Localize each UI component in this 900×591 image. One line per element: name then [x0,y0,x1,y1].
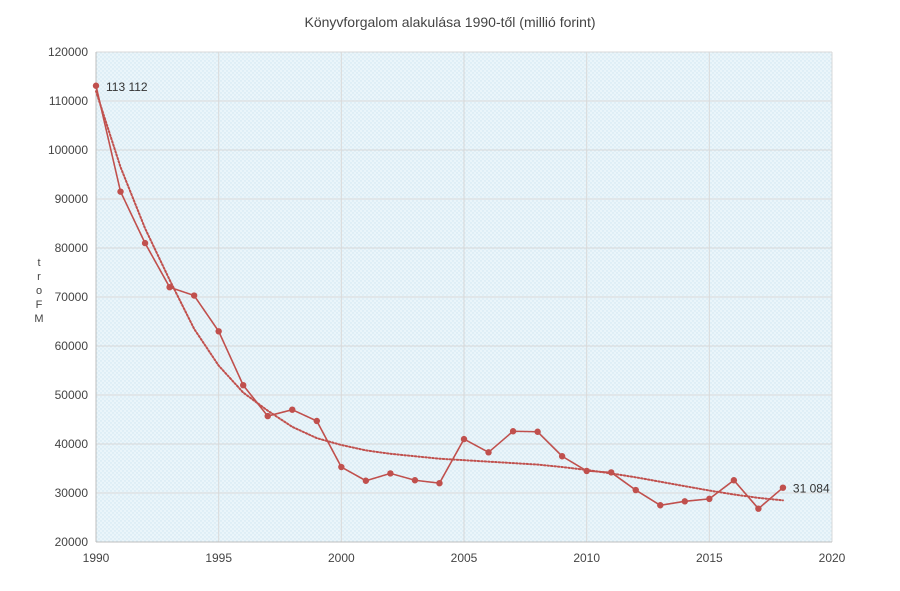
data-point [706,495,713,503]
series [92,82,787,512]
x-tick-label: 2000 [328,551,355,565]
data-point [509,428,517,435]
y-tick-label: 70000 [55,290,89,304]
y-tick-label: 50000 [55,388,89,402]
data-point [485,449,492,456]
y-tick-label: 30000 [55,486,89,500]
x-tick-label: 1990 [83,551,110,565]
y-tick-label: 40000 [55,437,89,451]
trendline-path [95,90,784,502]
y-axis-label-letter: t [37,257,40,269]
data-point [240,382,247,389]
grid [96,51,833,542]
data-point [92,82,100,89]
data-point [289,406,296,413]
y-axis-label-letter: r [37,271,41,283]
x-tick-label: 2010 [573,551,600,565]
data-point [166,284,173,291]
data-labels: 113 112 31 084 [106,80,830,496]
data-point [681,498,688,505]
y-tick-label: 20000 [55,535,89,549]
data-point [117,188,124,195]
y-tick-label: 60000 [55,339,89,353]
data-point [534,428,541,435]
data-point [657,502,664,509]
data-point [313,417,320,425]
y-axis-label-letter: o [36,285,42,297]
data-point [632,486,639,494]
y-tick-label: 80000 [55,241,89,255]
data-point [583,467,590,475]
y-tick-label: 100000 [48,143,88,157]
data-label: 113 112 [106,80,148,94]
data-point [215,328,222,335]
data-point [755,505,762,512]
axes: 20000 30000 40000 50000 60000 70000 80000 90000… [48,45,846,565]
data-point [362,477,370,484]
y-axis-label-letter: M [34,313,43,325]
data-point [730,477,738,484]
x-tick-label: 1995 [205,551,232,565]
data-point [141,239,149,247]
trendline [95,90,784,502]
data-point [264,412,271,420]
data-point [190,292,198,299]
y-tick-label: 120000 [48,45,88,59]
data-point [779,484,787,491]
x-tick-label: 2005 [451,551,478,565]
x-tick-label: 2015 [696,551,723,565]
data-point [608,469,615,476]
data-point [338,463,345,471]
data-point [436,480,443,487]
data-point [411,477,419,484]
chart-title: Könyvforgalom alakulása 1990-től (millió… [304,14,595,30]
data-label: 31 084 [793,482,830,496]
data-point [387,470,394,477]
y-axis-label-letter: F [36,299,43,311]
data-point [460,435,468,443]
y-tick-label: 90000 [55,192,89,206]
data-point [558,453,566,460]
y-tick-label: 110000 [49,94,88,108]
x-tick-label: 2020 [819,551,846,565]
